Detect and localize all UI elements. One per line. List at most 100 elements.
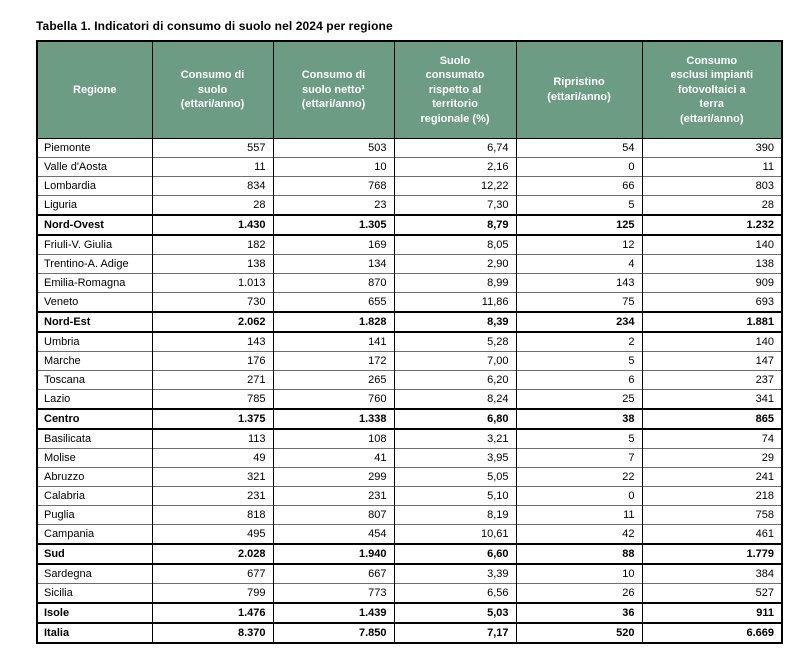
value-cell: 237 [641, 369, 783, 389]
value-cell: 54 [515, 137, 643, 157]
value-cell: 773 [272, 582, 395, 603]
value-cell: 12 [515, 234, 643, 254]
value-cell: 527 [641, 582, 783, 603]
value-cell: 26 [515, 582, 643, 603]
table-row: Sud 2.028 1.940 6,60 88 1.779 [36, 542, 783, 565]
value-cell: 182 [151, 234, 274, 254]
value-cell: 108 [272, 428, 395, 448]
table-row: Sicilia 799 773 6,56 26 527 [36, 582, 783, 603]
region-cell: Italia [36, 621, 153, 644]
value-cell: 271 [151, 369, 274, 389]
value-cell: 5,05 [393, 466, 517, 486]
region-cell: Veneto [36, 291, 153, 312]
value-cell: 28 [641, 194, 783, 215]
value-cell: 1.338 [272, 407, 395, 430]
value-cell: 140 [641, 234, 783, 254]
value-cell: 8,19 [393, 504, 517, 524]
header-consumo-esclusi-fotovoltaici: Consumo esclusi impianti fotovoltaici a … [641, 40, 783, 139]
value-cell: 176 [151, 350, 274, 370]
region-cell: Isole [36, 601, 153, 624]
table-row: Nord-Est 2.062 1.828 8,39 234 1.881 [36, 310, 783, 333]
value-cell: 2.028 [151, 542, 274, 565]
table-row: Toscana 271 265 6,20 6 237 [36, 369, 783, 389]
value-cell: 503 [272, 137, 395, 157]
value-cell: 23 [272, 194, 395, 215]
soil-consumption-table: Regione Consumo di suolo (ettari/anno) C… [36, 40, 783, 644]
value-cell: 6,74 [393, 137, 517, 157]
region-cell: Piemonte [36, 137, 153, 157]
value-cell: 1.232 [641, 213, 783, 236]
value-cell: 1.779 [641, 542, 783, 565]
table-row: Emilia-Romagna 1.013 870 8,99 143 909 [36, 272, 783, 292]
region-cell: Basilicata [36, 428, 153, 448]
value-cell: 22 [515, 466, 643, 486]
value-cell: 143 [515, 272, 643, 292]
value-cell: 799 [151, 582, 274, 603]
value-cell: 677 [151, 563, 274, 583]
value-cell: 5,03 [393, 601, 517, 624]
value-cell: 8,99 [393, 272, 517, 292]
value-cell: 265 [272, 369, 395, 389]
value-cell: 693 [641, 291, 783, 312]
value-cell: 384 [641, 563, 783, 583]
value-cell: 3,21 [393, 428, 517, 448]
value-cell: 10 [272, 156, 395, 176]
value-cell: 74 [641, 428, 783, 448]
table-row: Puglia 818 807 8,19 11 758 [36, 504, 783, 524]
value-cell: 5 [515, 194, 643, 215]
value-cell: 911 [641, 601, 783, 624]
value-cell: 730 [151, 291, 274, 312]
value-cell: 88 [515, 542, 643, 565]
region-cell: Puglia [36, 504, 153, 524]
value-cell: 5,10 [393, 485, 517, 505]
region-cell: Molise [36, 447, 153, 467]
value-cell: 7,30 [393, 194, 517, 215]
value-cell: 172 [272, 350, 395, 370]
value-cell: 803 [641, 175, 783, 195]
value-cell: 28 [151, 194, 274, 215]
value-cell: 299 [272, 466, 395, 486]
value-cell: 2 [515, 331, 643, 351]
value-cell: 12,22 [393, 175, 517, 195]
table-row: Piemonte 557 503 6,74 54 390 [36, 137, 783, 157]
value-cell: 2.062 [151, 310, 274, 333]
table-row: Nord-Ovest 1.430 1.305 8,79 125 1.232 [36, 213, 783, 236]
value-cell: 1.013 [151, 272, 274, 292]
value-cell: 818 [151, 504, 274, 524]
value-cell: 8,79 [393, 213, 517, 236]
value-cell: 75 [515, 291, 643, 312]
value-cell: 49 [151, 447, 274, 467]
table-row: Sardegna 677 667 3,39 10 384 [36, 563, 783, 583]
region-cell: Nord-Ovest [36, 213, 153, 236]
region-cell: Sud [36, 542, 153, 565]
value-cell: 6 [515, 369, 643, 389]
region-cell: Umbria [36, 331, 153, 351]
value-cell: 6,80 [393, 407, 517, 430]
value-cell: 231 [272, 485, 395, 505]
value-cell: 1.476 [151, 601, 274, 624]
value-cell: 8,05 [393, 234, 517, 254]
table-row: Friuli-V. Giulia 182 169 8,05 12 140 [36, 234, 783, 254]
value-cell: 6,60 [393, 542, 517, 565]
table-row: Isole 1.476 1.439 5,03 36 911 [36, 601, 783, 624]
value-cell: 760 [272, 388, 395, 409]
value-cell: 785 [151, 388, 274, 409]
value-cell: 1.439 [272, 601, 395, 624]
region-cell: Nord-Est [36, 310, 153, 333]
value-cell: 1.828 [272, 310, 395, 333]
value-cell: 2,90 [393, 253, 517, 273]
value-cell: 5 [515, 428, 643, 448]
region-cell: Trentino-A. Adige [36, 253, 153, 273]
value-cell: 7.850 [272, 621, 395, 644]
region-cell: Sardegna [36, 563, 153, 583]
table-row: Italia 8.370 7.850 7,17 520 6.669 [36, 621, 783, 644]
region-cell: Calabria [36, 485, 153, 505]
region-cell: Valle d'Aosta [36, 156, 153, 176]
table-row: Umbria 143 141 5,28 2 140 [36, 331, 783, 351]
value-cell: 520 [515, 621, 643, 644]
value-cell: 134 [272, 253, 395, 273]
value-cell: 807 [272, 504, 395, 524]
value-cell: 147 [641, 350, 783, 370]
table-row: Lombardia 834 768 12,22 66 803 [36, 175, 783, 195]
value-cell: 3,39 [393, 563, 517, 583]
